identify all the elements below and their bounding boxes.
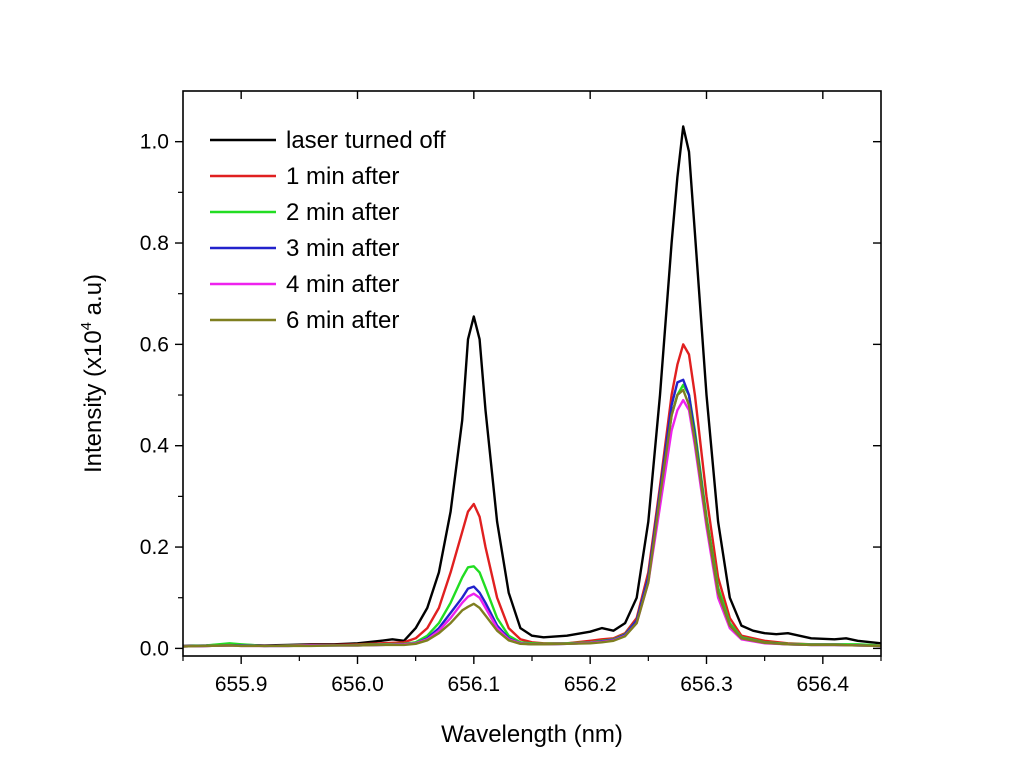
y-tick-label: 0.4 — [140, 435, 170, 458]
x-tick-label: 655.9 — [215, 673, 268, 696]
series-line-0 — [182, 125, 882, 648]
series-layer — [182, 125, 882, 648]
y-tick-label: 0.2 — [140, 536, 169, 559]
y-tick-label: 1.0 — [140, 131, 169, 154]
y-axis-title-prefix: Intensity (x10 — [80, 330, 107, 473]
y-axis-title-suffix: a.u) — [80, 274, 107, 322]
legend-label: laser turned off — [286, 127, 446, 154]
y-axis-title-exponent: 4 — [78, 322, 95, 330]
x-tick-label: 656.3 — [680, 673, 733, 696]
y-tick-label: 0.0 — [140, 637, 169, 660]
legend-label: 6 min after — [286, 307, 399, 334]
y-tick-label: 0.8 — [140, 232, 169, 255]
y-tick-label: 0.6 — [140, 333, 169, 356]
y-axis-title: Intensity (x104 a.u) — [78, 274, 107, 473]
x-tick-label: 656.2 — [564, 673, 617, 696]
series-line-5 — [182, 388, 882, 648]
legend: laser turned off 1 min after 2 min after 3 … — [210, 127, 446, 334]
x-tick-label: 656.4 — [797, 673, 850, 696]
x-tick-label: 656.1 — [448, 673, 501, 696]
legend-label: 3 min after — [286, 235, 399, 262]
legend-label: 4 min after — [286, 271, 399, 298]
series-line-1 — [182, 343, 882, 648]
series-line-3 — [182, 378, 882, 648]
legend-label: 1 min after — [286, 163, 399, 190]
x-tick-label: 656.0 — [331, 673, 384, 696]
series-line-4 — [182, 398, 882, 648]
series-line-2 — [182, 383, 882, 648]
ticks-layer: 655.9 656.0 656.1 656.2 656.3 656.4 0.0 0.2 0.4 0… — [140, 91, 882, 696]
legend-label: 2 min after — [286, 199, 399, 226]
x-axis-title: Wavelength (nm) — [441, 721, 623, 748]
